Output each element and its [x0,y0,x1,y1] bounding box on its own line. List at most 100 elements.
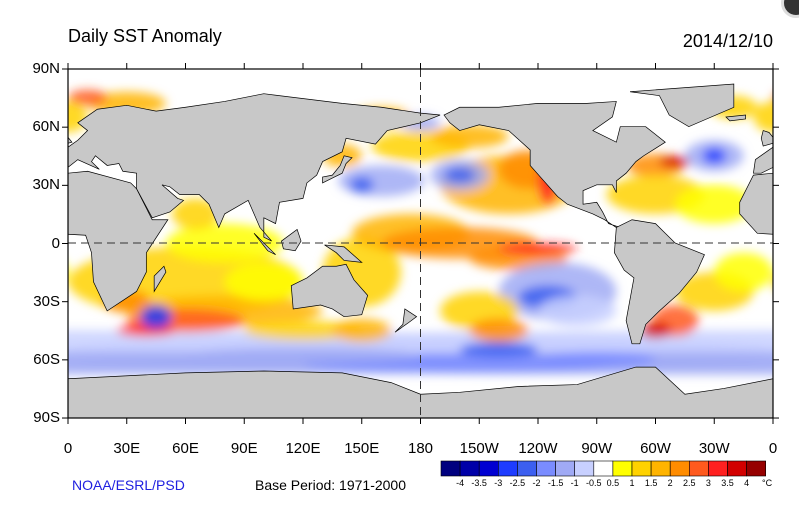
lon-label: 150W [459,440,499,457]
lon-label: 180 [407,440,434,457]
corner-button[interactable] [781,0,799,18]
anomaly-patch [444,167,476,183]
land-borneo [281,228,302,252]
lat-label: 90S [33,409,60,427]
land-africa [68,170,169,312]
lon-label: 90W [581,440,613,457]
lon-label: 120W [518,440,558,457]
colorbar-label: -3 [494,478,503,488]
lat-label: 30S [33,292,60,310]
colorbar-label: 4 [744,478,750,488]
colorbar-swatch [536,460,556,477]
anomaly-patch [498,243,578,255]
land-nz [394,308,418,333]
anomaly-patch [350,177,374,193]
land-eurasia [753,146,773,174]
anomaly-patch [430,124,509,148]
anomaly-patch [338,165,425,197]
land-japan [322,155,353,184]
axis-ticks [62,63,779,424]
map-title: Daily SST Anomaly [68,26,222,46]
anomaly-patch [5,96,52,119]
anomaly-patch [753,101,773,133]
anomaly-patch [459,341,538,358]
colorbar-swatch [746,460,766,477]
land-uk [68,136,73,144]
anomaly-patch [244,320,362,340]
anomaly-patch [659,155,691,168]
lon-label: 30E [113,440,141,457]
anomaly-patch [0,148,21,164]
org-label: NOAA/ESRL/PSD [72,477,185,493]
lat-label: 60S [33,350,60,368]
lon-label: 0 [768,440,778,457]
lat-label: 30N [32,176,60,194]
colorbar-swatch [612,460,633,477]
land-greenland [629,83,735,128]
colorbar-swatch [727,460,747,477]
colorbar-label: -1 [570,478,579,488]
colorbar-label: -2.5 [509,478,526,488]
colorbar-swatch [574,460,595,477]
colorbar-swatch [497,460,518,477]
colorbar-label: -3.5 [471,478,487,488]
land-iceland [725,114,746,122]
land-uk [760,130,773,147]
anomaly-patch [68,89,108,106]
colorbar-swatch [688,460,709,477]
map-date: 2014/12/10 [682,31,773,51]
land-masses [68,83,773,418]
lon-label: 150E [344,440,380,457]
anomaly-patch [116,324,176,337]
colorbar-swatch [517,460,537,477]
anomaly-patch [773,90,799,106]
anomaly-patch [773,247,799,317]
lon-label: 0 [63,440,73,457]
anomaly-patch [224,262,303,302]
colorbar-label: 1 [629,478,635,488]
anomaly-patch [140,305,172,329]
anomaly-patch [675,184,754,224]
land-antarctica [772,378,773,418]
anomaly-patch [538,351,656,368]
land-eurasia [68,93,441,242]
colorbar-unit: °C [762,478,773,488]
land-samerica [614,219,705,345]
anomaly-patch [171,198,219,230]
lon-label: 60W [640,440,671,457]
lat-label: 0 [51,234,60,252]
lat-label: 60N [32,118,60,136]
anomaly-patch [538,295,617,327]
lon-label: 60E [172,440,199,457]
colorbar-label: 1.5 [644,478,658,488]
colorbar-swatch [478,460,499,477]
lon-label: 120E [285,440,321,457]
anomaly-patch [0,140,39,171]
anomaly-patch [9,253,68,292]
colorbar-label: 2.5 [683,478,696,488]
colorbar-label: 3.5 [721,478,734,488]
colorbar-swatch [459,460,480,477]
colorbar-label: -4 [456,478,465,488]
colorbar-label: -0.5 [586,478,602,488]
anomaly-patch [332,318,392,342]
lat-label: 90N [32,60,60,77]
colorbar-label: 3 [705,478,711,488]
colorbar-label: -2 [532,478,541,488]
land-africa [739,172,773,235]
colorbar-swatch [650,460,671,477]
colorbar-label: -1.5 [547,478,564,488]
land-namerica [443,101,666,228]
colorbar-swatch [593,460,614,477]
colorbar-label: 2 [667,478,673,488]
land-sumatra [253,233,276,255]
colorbar-swatch [631,460,652,477]
anomaly-patch [714,252,773,292]
land-antarctica [68,366,773,418]
land-australia [290,263,369,318]
anomaly-patch [469,318,529,342]
lon-label: 90E [230,440,258,457]
colorbar-swatch [555,460,575,477]
colorbar-swatch [669,460,690,477]
